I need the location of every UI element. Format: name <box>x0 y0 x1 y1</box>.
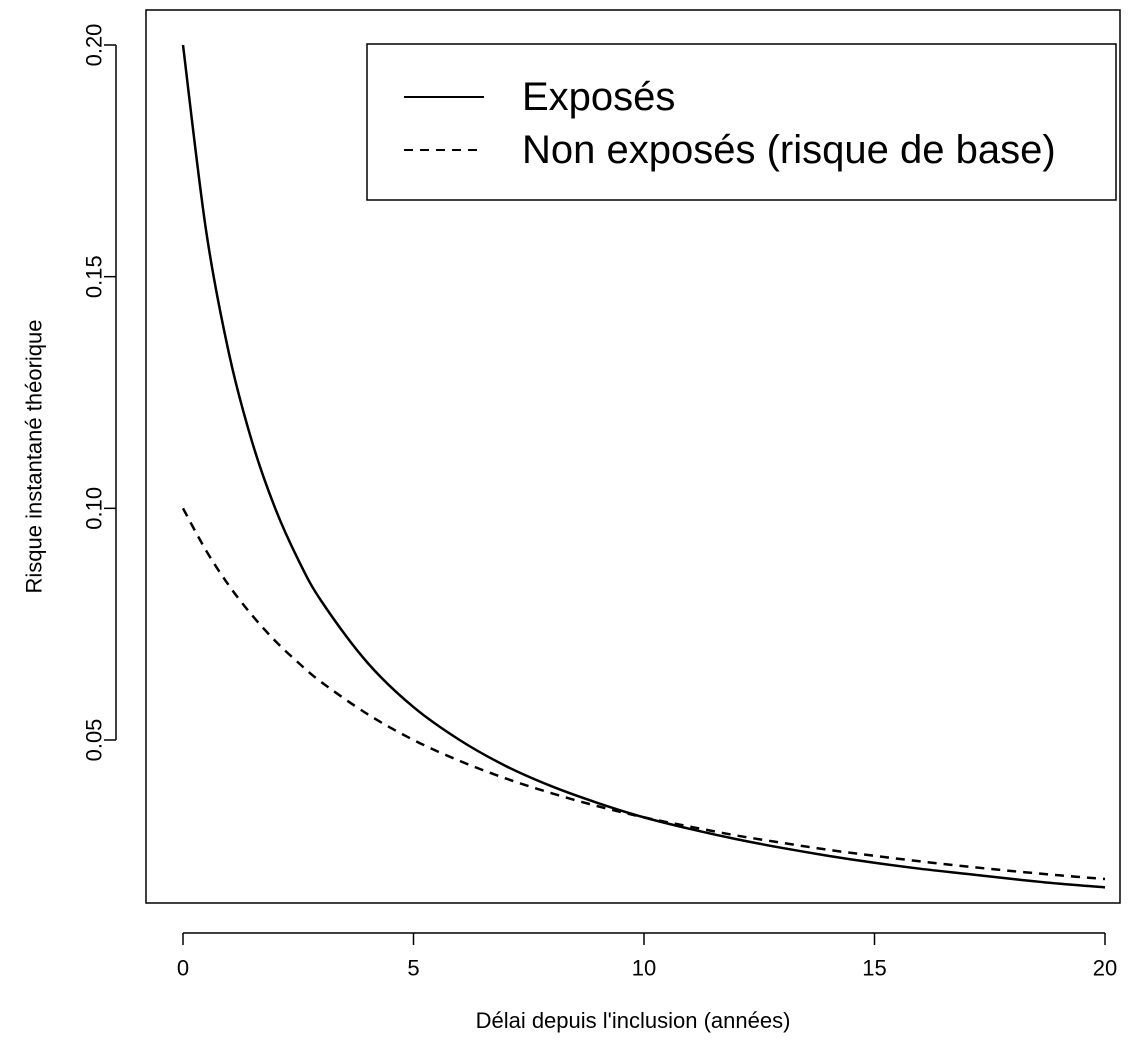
y-tick-label: 0.05 <box>82 719 107 762</box>
x-tick-label: 10 <box>632 956 656 981</box>
y-axis-title: Risque instantané théorique <box>22 320 47 594</box>
x-tick-label: 15 <box>862 956 886 981</box>
legend-box <box>366 43 1117 201</box>
plot-frame <box>145 9 1121 904</box>
legend: Exposés Non exposés (risque de base) <box>366 43 1117 201</box>
y-tick-label: 0.15 <box>82 255 107 298</box>
x-axis-title: Délai depuis l'inclusion (années) <box>476 1008 791 1033</box>
x-tick-label: 5 <box>407 956 419 981</box>
y-tick-label: 0.10 <box>82 487 107 530</box>
legend-label-non-exposes: Non exposés (risque de base) <box>522 128 1056 172</box>
legend-label-exposes: Exposés <box>522 75 675 119</box>
x-tick-label: 0 <box>177 956 189 981</box>
series-layer <box>181 44 1106 889</box>
x-tick-label: 20 <box>1093 956 1117 981</box>
y-tick-label: 0.20 <box>82 24 107 67</box>
series-line-exposes <box>181 44 1106 889</box>
axes-layer: 0 5 10 15 20 0.05 0.10 0.15 0.20 <box>82 24 1118 981</box>
